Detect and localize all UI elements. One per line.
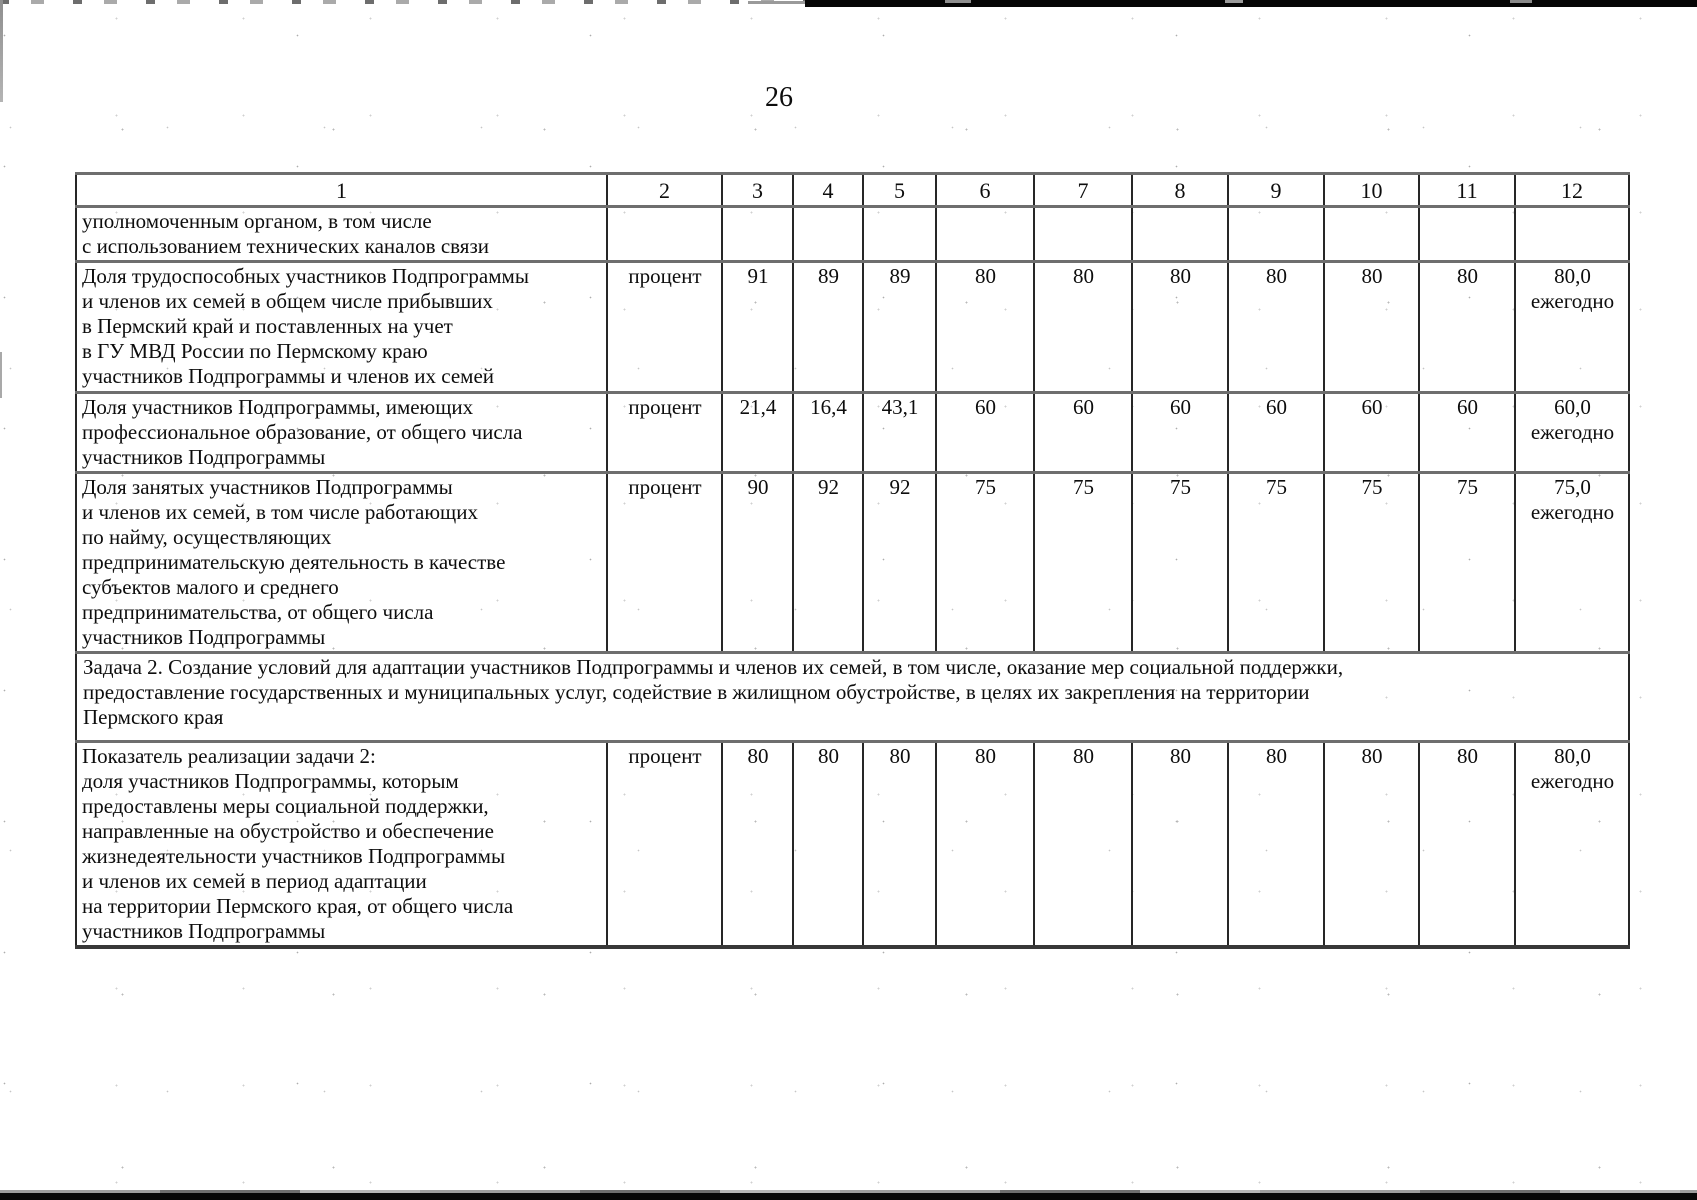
value-cell: 80 <box>1323 260 1420 394</box>
value-cell: 89 <box>792 260 864 394</box>
value-cell: 60 <box>1323 391 1420 474</box>
indicator-name-cell: Доля трудоспособных участников Подпрогра… <box>75 260 608 394</box>
scan-artifact-bottom-bar <box>0 1193 1697 1200</box>
value-cell: 75,0 ежегодно <box>1514 471 1630 654</box>
value-cell: 60 <box>1418 391 1516 474</box>
value-cell: 80 <box>1033 260 1133 394</box>
row-task-2: Задача 2. Создание условий для адаптации… <box>75 651 1630 743</box>
value-cell: 75 <box>935 471 1035 654</box>
value-cell: 75 <box>1418 471 1516 654</box>
indicator-name-cell: Доля участников Подпрограммы, имеющих пр… <box>75 391 608 474</box>
row-authorized-body-continuation: уполномоченным органом, в том числе с ис… <box>75 205 1630 263</box>
value-cell: 92 <box>792 471 864 654</box>
value-cell <box>935 205 1035 263</box>
scan-artifact-top-dashes <box>0 0 812 4</box>
value-cell: 80 <box>1323 740 1420 949</box>
value-cell: 60,0 ежегодно <box>1514 391 1630 474</box>
value-cell: 75 <box>1131 471 1229 654</box>
column-header: 5 <box>862 172 937 208</box>
value-cell: 91 <box>721 260 794 394</box>
value-cell <box>721 205 794 263</box>
value-cell <box>862 205 937 263</box>
row-share-able-bodied-participants: Доля трудоспособных участников Подпрогра… <box>75 260 1630 394</box>
scan-artifact-left-tick <box>0 352 2 398</box>
value-cell: 80 <box>862 740 937 949</box>
column-header: 8 <box>1131 172 1229 208</box>
unit-cell: процент <box>606 740 723 949</box>
table-header: 1 2 3 4 5 6 7 8 9 10 11 12 <box>75 172 1630 208</box>
value-cell: 80,0 ежегодно <box>1514 260 1630 394</box>
value-cell: 80 <box>792 740 864 949</box>
value-cell: 80 <box>1227 740 1325 949</box>
indicator-name-cell: Доля занятых участников Подпрограммы и ч… <box>75 471 608 654</box>
value-cell: 60 <box>1033 391 1133 474</box>
unit-cell <box>606 205 723 263</box>
scan-artifact-top-gray-lead <box>748 1 810 4</box>
value-cell: 80 <box>1131 260 1229 394</box>
value-cell: 80,0 ежегодно <box>1514 740 1630 949</box>
value-cell: 21,4 <box>721 391 794 474</box>
column-header: 11 <box>1418 172 1516 208</box>
row-share-employed-participants: Доля занятых участников Подпрограммы и ч… <box>75 471 1630 654</box>
unit-cell: процент <box>606 471 723 654</box>
column-header: 3 <box>721 172 794 208</box>
column-header: 4 <box>792 172 864 208</box>
value-cell: 80 <box>1033 740 1133 949</box>
value-cell: 16,4 <box>792 391 864 474</box>
column-header: 6 <box>935 172 1035 208</box>
column-header: 2 <box>606 172 723 208</box>
value-cell: 90 <box>721 471 794 654</box>
column-header: 12 <box>1514 172 1630 208</box>
indicator-name-cell: Показатель реализации задачи 2: доля уча… <box>75 740 608 949</box>
value-cell <box>1514 205 1630 263</box>
value-cell: 60 <box>935 391 1035 474</box>
value-cell: 75 <box>1033 471 1133 654</box>
value-cell <box>1033 205 1133 263</box>
indicators-table: 1 2 3 4 5 6 7 8 9 10 11 12 уполномоченным органом, … <box>75 172 1630 949</box>
value-cell: 89 <box>862 260 937 394</box>
scan-artifact-top-bar <box>805 0 1697 7</box>
value-cell <box>1323 205 1420 263</box>
value-cell: 80 <box>1418 260 1516 394</box>
value-cell <box>792 205 864 263</box>
page-number: 26 <box>765 82 793 113</box>
unit-cell: процент <box>606 260 723 394</box>
value-cell: 80 <box>935 260 1035 394</box>
value-cell: 92 <box>862 471 937 654</box>
value-cell <box>1131 205 1229 263</box>
column-header: 1 <box>75 172 608 208</box>
value-cell: 80 <box>1418 740 1516 949</box>
column-header: 10 <box>1323 172 1420 208</box>
indicator-name-cell: уполномоченным органом, в том числе с ис… <box>75 205 608 263</box>
value-cell: 60 <box>1227 391 1325 474</box>
unit-cell: процент <box>606 391 723 474</box>
value-cell: 80 <box>1131 740 1229 949</box>
value-cell: 80 <box>935 740 1035 949</box>
value-cell: 60 <box>1131 391 1229 474</box>
value-cell: 80 <box>721 740 794 949</box>
task-section-cell: Задача 2. Создание условий для адаптации… <box>75 651 1630 743</box>
table-header-row: 1 2 3 4 5 6 7 8 9 10 11 12 <box>75 172 1630 208</box>
value-cell <box>1227 205 1325 263</box>
column-header: 7 <box>1033 172 1133 208</box>
value-cell: 43,1 <box>862 391 937 474</box>
value-cell <box>1418 205 1516 263</box>
column-header: 9 <box>1227 172 1325 208</box>
row-task-2-indicator: Показатель реализации задачи 2: доля уча… <box>75 740 1630 949</box>
value-cell: 75 <box>1227 471 1325 654</box>
scan-artifact-left-strip <box>0 0 3 102</box>
scan-artifact-bottom-gray-line <box>0 1190 1697 1193</box>
value-cell: 75 <box>1323 471 1420 654</box>
row-share-professional-education: Доля участников Подпрограммы, имеющих пр… <box>75 391 1630 474</box>
value-cell: 80 <box>1227 260 1325 394</box>
